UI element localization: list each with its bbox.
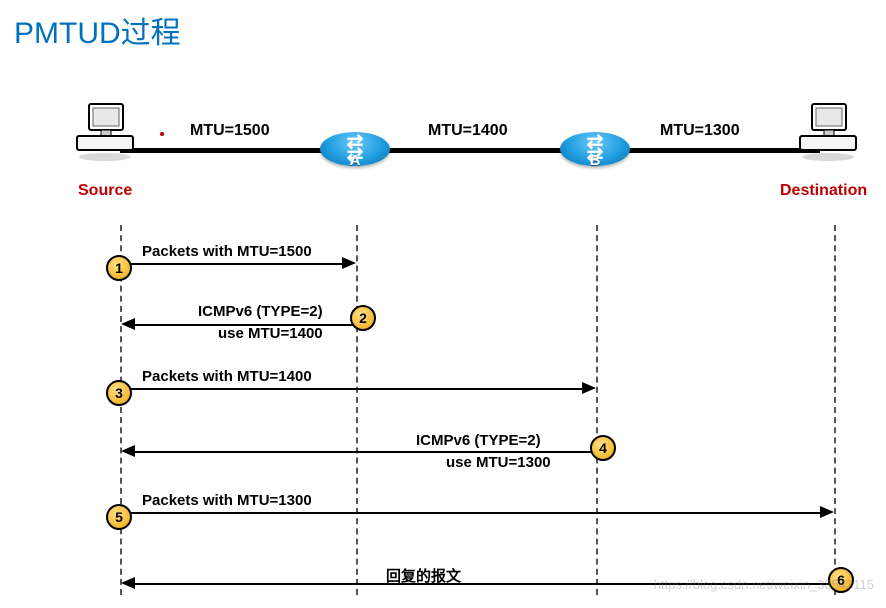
link-1	[120, 148, 340, 153]
msg-4-arrowhead	[121, 445, 135, 457]
dest-label: Destination	[780, 182, 867, 200]
page-title: PMTUD过程	[14, 8, 181, 52]
link-2	[370, 148, 580, 153]
msg-3-arrowhead	[582, 382, 596, 394]
link-3	[610, 148, 820, 153]
red-dot	[160, 132, 164, 136]
msg-6-arrowhead	[121, 577, 135, 589]
source-computer-icon	[75, 102, 135, 162]
msg-4-arrow	[134, 451, 594, 453]
msg-3-arrow	[122, 388, 584, 390]
mtu-label-1: MTU=1500	[190, 122, 270, 140]
msg-5-arrow	[122, 512, 822, 514]
msg-5-text: Packets with MTU=1300	[142, 492, 312, 509]
router-a-label: A	[320, 152, 390, 169]
step-badge-5: 5	[106, 504, 132, 530]
msg-2-arrowhead	[121, 318, 135, 330]
msg-2-text-1: ICMPv6 (TYPE=2)	[198, 303, 323, 320]
msg-1-text: Packets with MTU=1500	[142, 243, 312, 260]
source-label: Source	[78, 182, 132, 200]
step-badge-2: 2	[350, 305, 376, 331]
msg-4-text-1: ICMPv6 (TYPE=2)	[416, 432, 541, 449]
watermark-text: https://blog.csdn.net/weixin_38543115	[654, 577, 874, 592]
sequence-diagram: Packets with MTU=1500 1 ICMPv6 (TYPE=2) …	[118, 225, 838, 595]
msg-2-arrow	[134, 324, 354, 326]
msg-1-arrowhead	[342, 257, 356, 269]
step-badge-1: 1	[106, 255, 132, 281]
msg-5-arrowhead	[820, 506, 834, 518]
msg-1-arrow	[122, 263, 344, 265]
router-a-icon: ⇄⇄ A	[320, 132, 390, 166]
msg-3-text: Packets with MTU=1400	[142, 368, 312, 385]
step-badge-3: 3	[106, 380, 132, 406]
msg-4-text-2: use MTU=1300	[446, 454, 551, 471]
mtu-label-3: MTU=1300	[660, 122, 740, 140]
step-badge-4: 4	[590, 435, 616, 461]
lifeline-dest	[834, 225, 836, 595]
router-b-icon: ⇄⇄ B	[560, 132, 630, 166]
lifeline-a	[356, 225, 358, 595]
dest-computer-icon	[798, 102, 858, 162]
topology: MTU=1500 MTU=1400 MTU=1300 Source ⇄⇄ A ⇄…	[80, 110, 870, 200]
lifeline-b	[596, 225, 598, 595]
router-b-label: B	[560, 152, 630, 169]
mtu-label-2: MTU=1400	[428, 122, 508, 140]
msg-2-text-2: use MTU=1400	[218, 325, 323, 342]
